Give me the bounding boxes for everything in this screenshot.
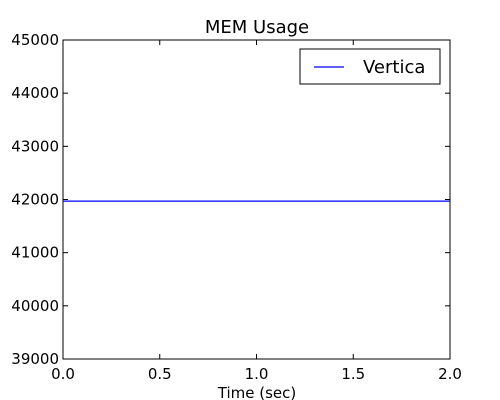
y-tick-label: 41000 (11, 244, 59, 262)
y-tick-label: 42000 (11, 191, 59, 209)
axis-ticks: 0.0 0.5 1.0 1.5 2.0 39000 40000 41000 42000 43000… (11, 31, 462, 383)
x-tick-label: 0.0 (51, 365, 75, 383)
plot-area-frame (62, 39, 451, 360)
y-tick-label: 40000 (11, 297, 59, 315)
x-tick-label: 1.0 (245, 365, 269, 383)
x-axis-label: Time (sec) (217, 384, 296, 400)
x-tick-label: 2.0 (438, 365, 462, 383)
legend: Vertica (299, 48, 441, 85)
x-tick-label: 0.5 (148, 365, 172, 383)
y-tick-label: 44000 (11, 84, 59, 102)
y-tick-label: 43000 (11, 137, 59, 155)
y-tick-label: 45000 (11, 31, 59, 49)
x-tick-label: 1.5 (341, 365, 365, 383)
y-tick-label: 39000 (11, 350, 59, 368)
legend-label-vertica: Vertica (363, 57, 425, 78)
chart-title: MEM Usage (205, 17, 309, 38)
